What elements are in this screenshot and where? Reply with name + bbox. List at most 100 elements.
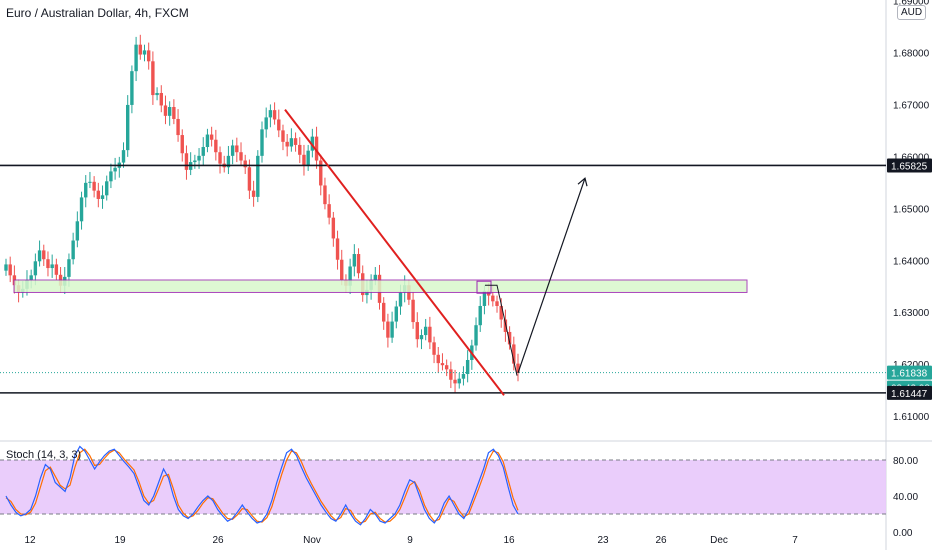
candle-body — [352, 254, 357, 267]
x-tick-label: 9 — [407, 535, 413, 546]
candle-body — [201, 147, 205, 156]
candle-body — [142, 50, 147, 55]
y-tick-label: 1.64000 — [893, 256, 930, 267]
price-badge-label: 1.61838 — [891, 369, 928, 380]
currency-badge[interactable]: AUD — [897, 5, 927, 20]
candle-body — [394, 306, 398, 322]
stoch-tick-label: 0.00 — [893, 528, 913, 539]
x-tick-label: 26 — [655, 535, 667, 546]
highlight-box — [476, 280, 492, 294]
candle-body — [247, 167, 252, 191]
candle-body — [138, 44, 142, 55]
candle-body — [457, 378, 461, 384]
candle-body — [251, 190, 256, 197]
candle-body — [302, 154, 306, 166]
candle-body — [46, 259, 50, 269]
candle-body — [390, 321, 394, 338]
candle-body — [516, 363, 520, 373]
candle-body — [113, 167, 117, 172]
candle-body — [214, 139, 218, 153]
x-tick-label: 23 — [597, 535, 609, 546]
candle-body — [126, 104, 130, 151]
candle-body — [373, 274, 378, 280]
candle-body — [432, 342, 436, 355]
candle-body — [281, 130, 285, 142]
candle-body — [105, 181, 109, 196]
candle-body — [335, 238, 340, 260]
candle-body — [423, 326, 428, 336]
candle-body — [512, 344, 516, 364]
x-tick-label: 26 — [212, 535, 224, 546]
candle-body — [507, 331, 512, 345]
candle-body — [146, 50, 151, 62]
projection-arrow-head — [577, 177, 588, 187]
candle-body — [310, 136, 315, 151]
candle-body — [474, 325, 478, 346]
candle-body — [205, 134, 210, 148]
candle-body — [272, 110, 277, 120]
candle-body — [444, 365, 449, 370]
candle-body — [226, 155, 231, 168]
candle-body — [449, 369, 453, 380]
candle-body — [465, 360, 470, 375]
candle-body — [121, 150, 126, 163]
candle-body — [340, 259, 344, 280]
candle-body — [293, 138, 298, 145]
candle-body — [96, 190, 101, 199]
candle-body — [348, 266, 352, 286]
stoch-tick-label: 80.00 — [893, 456, 918, 467]
x-tick-label: Dec — [710, 535, 728, 546]
stoch-d-line — [5, 448, 519, 524]
candle-body — [151, 61, 155, 96]
price-badge — [887, 385, 932, 400]
candle-body — [453, 379, 457, 384]
candle-body — [167, 107, 172, 116]
candle-body — [356, 254, 361, 274]
support-zone — [13, 279, 748, 293]
x-tick-label: 19 — [114, 535, 126, 546]
candle-body — [42, 250, 46, 260]
pattern-line — [485, 284, 518, 376]
stoch-k-line — [5, 445, 519, 526]
x-tick-label: 16 — [503, 535, 515, 546]
candle-body — [411, 299, 415, 323]
candle-body — [503, 319, 508, 332]
candle-body — [306, 150, 310, 166]
candle-body — [499, 305, 503, 320]
candle-body — [84, 182, 88, 198]
candle-body — [264, 117, 268, 130]
candle-body — [67, 259, 71, 277]
y-tick-label: 1.61000 — [893, 412, 930, 423]
candle-body — [75, 221, 80, 241]
candle-body — [155, 92, 159, 96]
candle-body — [92, 181, 96, 191]
candle-body — [88, 181, 92, 183]
y-tick-label: 1.66000 — [893, 152, 930, 163]
candle-body — [428, 326, 432, 343]
candle-body — [134, 44, 138, 72]
candle-body — [4, 264, 8, 271]
candle-body — [218, 152, 222, 164]
candle-body — [184, 153, 189, 170]
candle-body — [130, 71, 134, 105]
projection-arrow — [517, 177, 586, 374]
x-tick-label: 12 — [24, 535, 36, 546]
price-badge-label: 1.65825 — [891, 161, 928, 172]
y-tick-label: 1.65000 — [893, 204, 930, 215]
candle-body — [478, 305, 482, 326]
candle-body — [382, 302, 386, 322]
candle-body — [298, 144, 302, 155]
candle-body — [159, 92, 163, 106]
x-tick-label: Nov — [303, 535, 321, 546]
y-tick-label: 1.63000 — [893, 308, 930, 319]
candle-body — [71, 240, 75, 260]
candle-body — [8, 264, 12, 276]
candle-body — [323, 185, 327, 205]
candle-body — [193, 160, 197, 163]
candle-body — [235, 145, 239, 153]
candle-body — [54, 264, 59, 275]
candle-body — [29, 275, 33, 280]
price-badge — [887, 158, 932, 173]
